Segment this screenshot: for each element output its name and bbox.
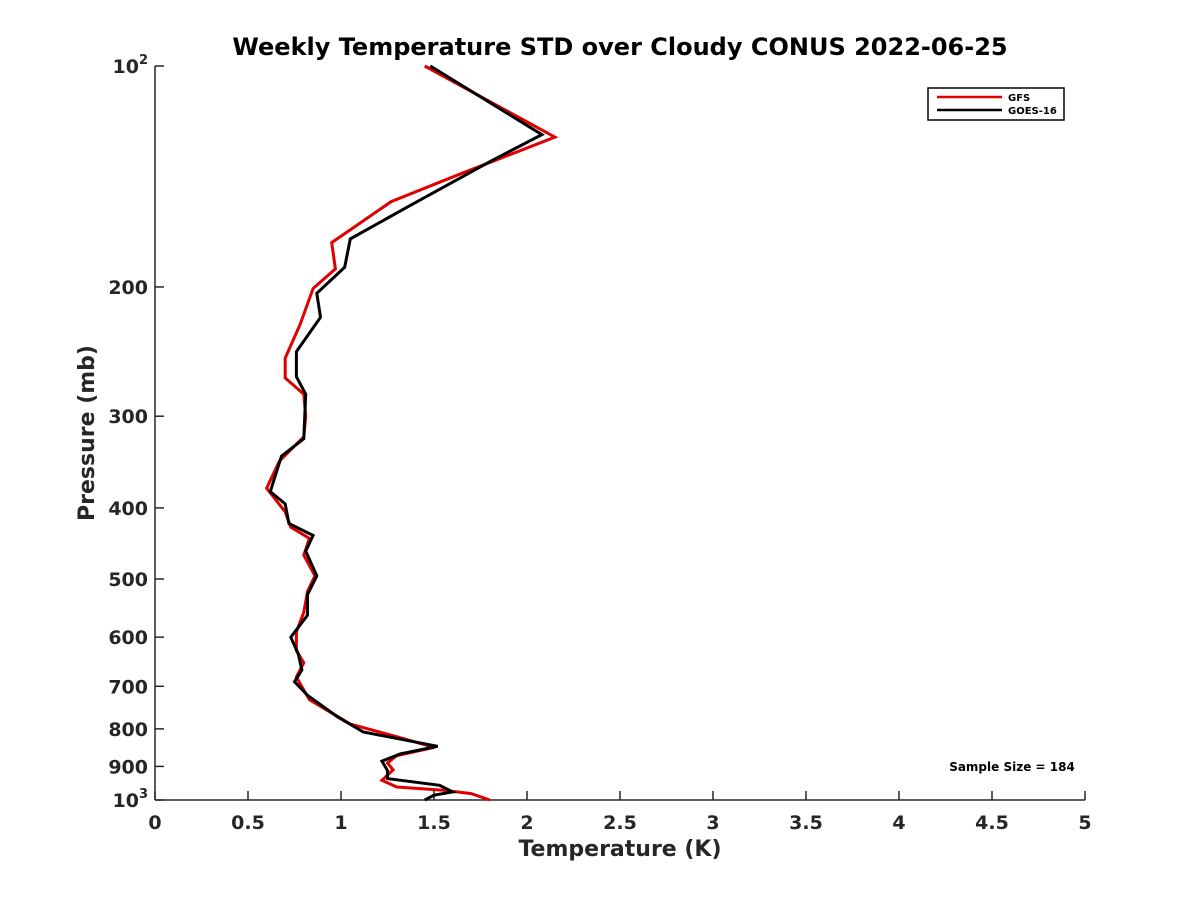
x-tick-label: 0	[148, 812, 161, 834]
y-tick-label: 900	[108, 756, 148, 778]
y-tick-label: 102	[113, 53, 149, 78]
x-tick-label: 4	[892, 812, 905, 834]
sample-size-annotation: Sample Size = 184	[949, 760, 1075, 774]
legend-label-goes16: GOES-16	[1008, 106, 1057, 117]
y-tick-label: 700	[108, 676, 148, 698]
legend-box	[927, 87, 1065, 121]
x-tick-label: 2	[520, 812, 533, 834]
x-tick-label: 2.5	[603, 812, 637, 834]
y-tick-label: 500	[108, 569, 148, 591]
legend-label-gfs: GFS	[1008, 93, 1030, 104]
y-tick-label: 400	[108, 498, 148, 520]
y-tick-label: 300	[108, 406, 148, 428]
x-tick-label: 4.5	[975, 812, 1009, 834]
series-line-gfs	[264, 64, 559, 802]
y-tick-label: 200	[108, 277, 148, 299]
legend: GFS GOES-16	[927, 87, 1065, 121]
x-axis-ticks: 0 0.5 1 1.5 2 2.5 3 3.5 4 4.5 5	[148, 791, 1092, 834]
y-tick-label: 600	[108, 627, 148, 649]
x-axis-label: Temperature (K)	[518, 837, 721, 862]
x-tick-label: 1.5	[417, 812, 451, 834]
y-axis-label: Pressure (mb)	[75, 345, 100, 521]
x-tick-label: 1	[334, 812, 347, 834]
x-tick-label: 3	[706, 812, 719, 834]
chart-title: Weekly Temperature STD over Cloudy CONUS…	[232, 33, 1007, 61]
y-tick-label: 800	[108, 719, 148, 741]
series-line-goes16	[268, 64, 545, 802]
x-tick-label: 0.5	[231, 812, 265, 834]
y-axis-ticks: 102 200 300 400 500 600 700 800 900 103	[108, 53, 164, 812]
x-tick-label: 5	[1078, 812, 1091, 834]
plot-series	[264, 64, 559, 802]
y-tick-label: 103	[113, 787, 149, 812]
x-tick-label: 3.5	[789, 812, 823, 834]
